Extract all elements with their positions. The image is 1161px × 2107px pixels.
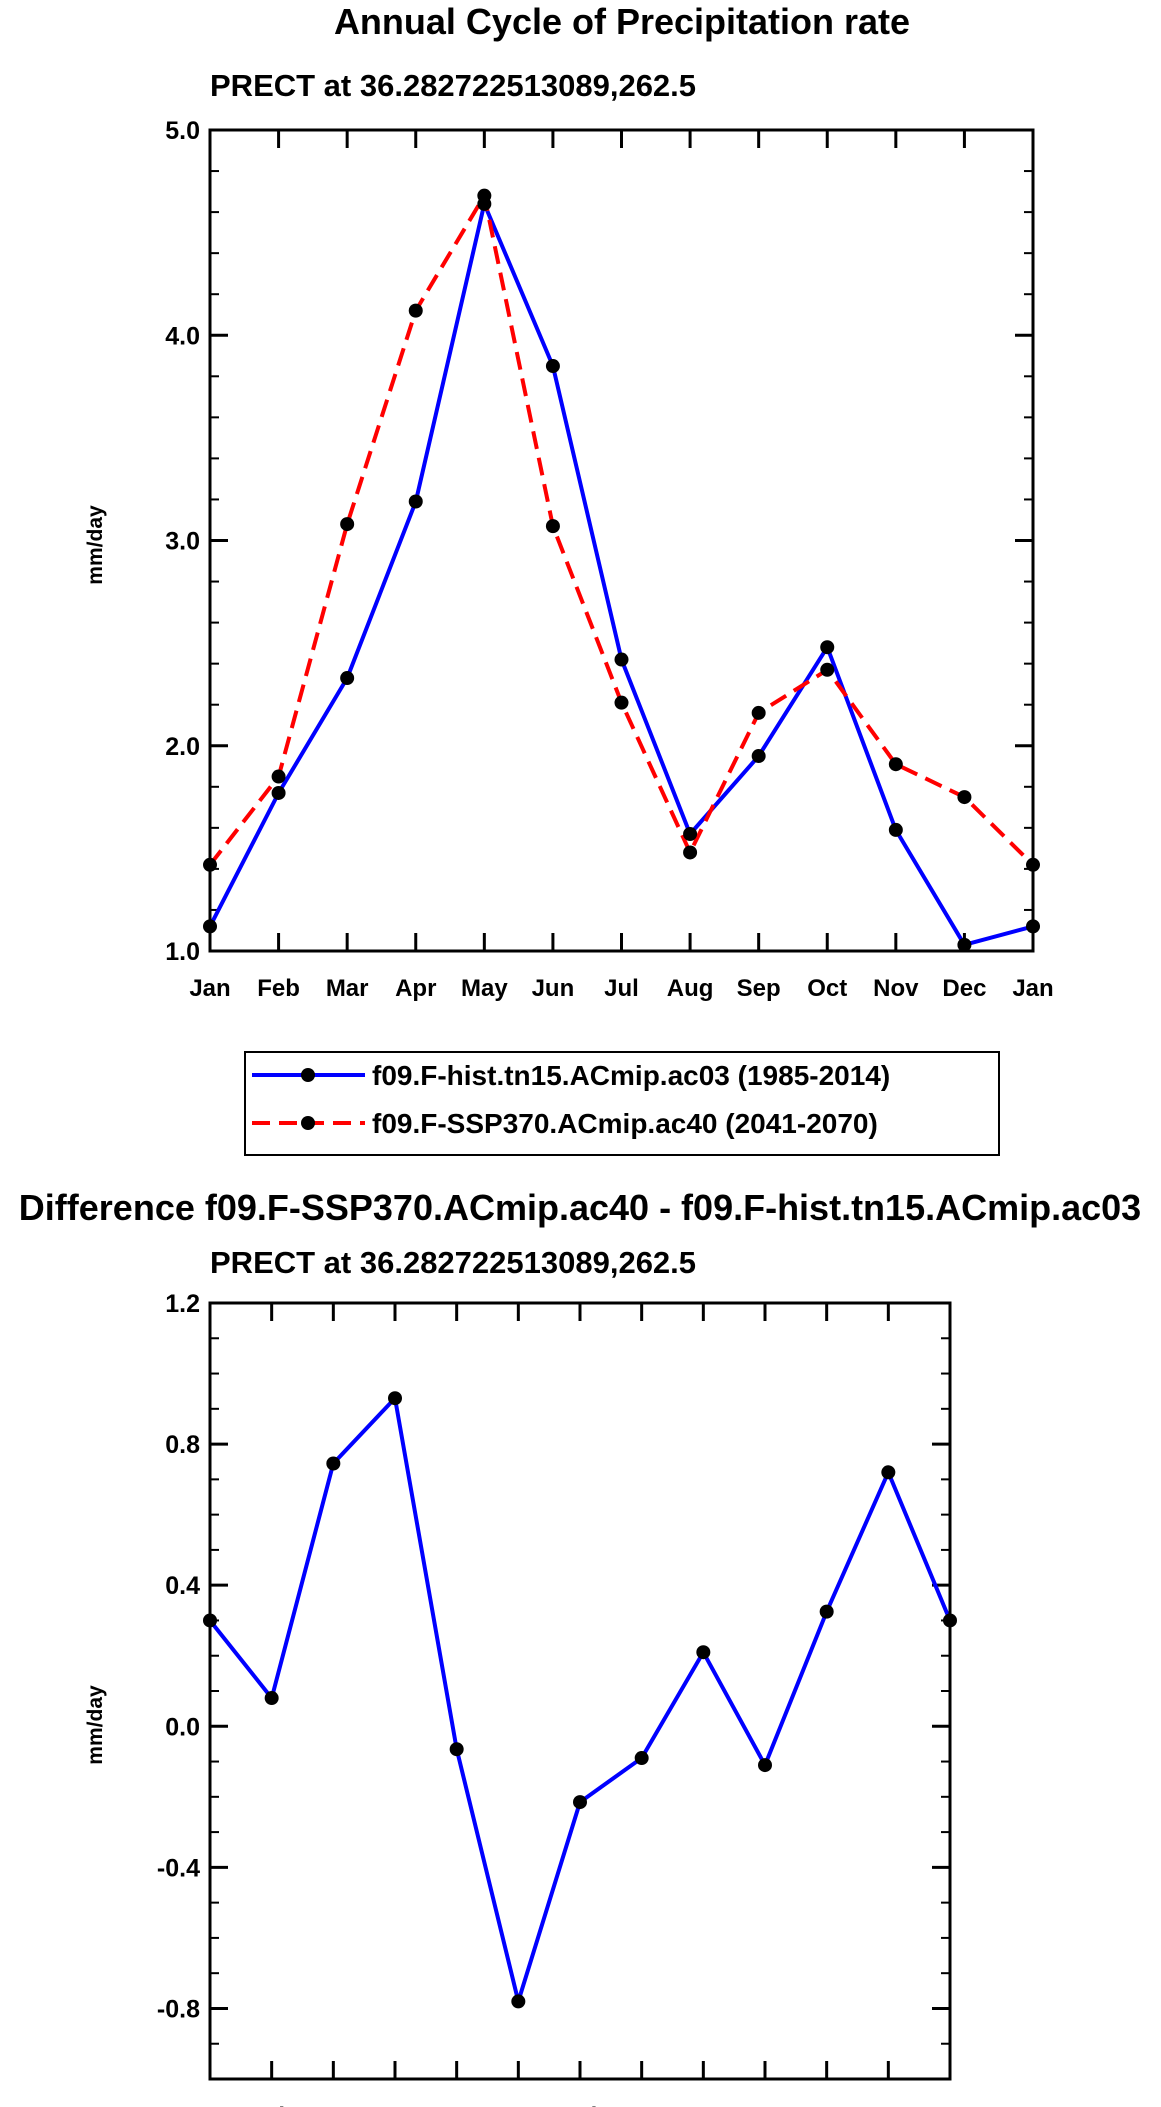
data-point-s0-10 (888, 822, 903, 837)
x-tick-label: Jul (604, 975, 639, 1002)
chart2-ylabel: mm/day (84, 1685, 107, 1765)
data-point-s1-11 (957, 790, 972, 805)
difference-chart: Difference f09.F-SSP370.ACmip.ac40 - f09… (19, 1187, 1141, 2107)
data-point-s0-1 (271, 785, 286, 800)
x-tick-label: Oct (745, 2103, 785, 2107)
data-point-s1-7 (683, 845, 698, 860)
data-point-s0-5 (511, 1994, 526, 2009)
y-tick-label: 0.0 (165, 1713, 200, 1741)
data-point-s1-3 (408, 303, 423, 318)
x-tick-label: Feb (250, 2103, 293, 2107)
legend-label-hist: f09.F-hist.tn15.ACmip.ac03 (1985-2014) (372, 1060, 890, 1091)
data-point-s0-7 (634, 1751, 649, 1766)
chart1-series (203, 188, 1040, 952)
data-point-s0-3 (408, 494, 423, 509)
chart2-subtitle: PRECT at 36.282722513089,262.5 (210, 1245, 696, 1280)
chart2-x-tick-labels: Jan Feb Mar Apr May Jun Jul Aug Sep Oct Nov Dec Jan (189, 2103, 970, 2107)
chart1-x-tick-labels: Jan Feb Mar Apr May Jun Jul Aug Sep Oct Nov Dec Jan (189, 975, 1053, 1002)
x-tick-label: Nov (804, 2103, 850, 2107)
data-point-s1-1 (271, 769, 286, 784)
y-tick-label: -0.4 (157, 1854, 200, 1882)
y-tick-label: 2.0 (165, 733, 200, 761)
chart2-series (203, 1391, 957, 2009)
data-point-s1-8 (751, 705, 766, 720)
annual-cycle-chart: Annual Cycle of Precipitation rate PRECT… (84, 1, 1054, 1156)
data-point-s1-4 (477, 188, 492, 203)
legend-marker-ssp370 (301, 1116, 315, 1130)
series-line-0 (208, 1396, 952, 2004)
legend-label-ssp370: f09.F-SSP370.ACmip.ac40 (2041-2070) (372, 1108, 878, 1139)
data-point-s0-10 (819, 1604, 834, 1619)
chart2-ticks (208, 1301, 952, 2080)
chart2-frame (208, 1301, 952, 2081)
x-tick-label: Jan (189, 975, 230, 1002)
x-tick-label: Dec (942, 975, 986, 1002)
x-tick-label: Nov (873, 975, 919, 1002)
data-point-s0-3 (388, 1391, 402, 1406)
x-tick-label: Oct (807, 975, 847, 1002)
data-point-s0-11 (957, 937, 972, 952)
data-point-s0-2 (326, 1456, 341, 1471)
data-point-s1-2 (340, 517, 355, 532)
data-point-s0-6 (573, 1795, 587, 1810)
y-tick-label: 1.2 (165, 1290, 200, 1318)
series-line-1 (208, 193, 1035, 867)
x-tick-label: Mar (312, 2103, 355, 2107)
chart1-ticks (208, 128, 1035, 953)
x-tick-label: Apr (395, 975, 436, 1002)
y-tick-label: 1.0 (165, 938, 200, 966)
chart1-subtitle: PRECT at 36.282722513089,262.5 (210, 68, 696, 103)
data-point-s1-5 (545, 519, 560, 534)
x-tick-label: Jan (1012, 975, 1053, 1002)
data-point-s0-9 (758, 1758, 772, 1773)
data-point-s0-5 (545, 359, 560, 374)
y-tick-label: 0.8 (165, 1431, 200, 1459)
data-point-s0-4 (449, 1742, 464, 1757)
data-point-s1-9 (820, 662, 835, 677)
legend-marker-hist (301, 1068, 315, 1082)
y-tick-label: 4.0 (165, 322, 200, 350)
x-tick-label: Jun (497, 2103, 540, 2107)
series-line-0 (208, 201, 1034, 947)
chart1-title: Annual Cycle of Precipitation rate (334, 1, 910, 42)
data-point-s1-6 (614, 695, 629, 710)
chart1-legend: f09.F-hist.tn15.ACmip.ac03 (1985-2014) f… (244, 1051, 1000, 1156)
data-point-s1-10 (888, 757, 903, 772)
x-tick-label: Sep (737, 975, 781, 1002)
y-tick-label: 0.4 (165, 1572, 200, 1600)
x-tick-label: Jun (532, 975, 575, 1002)
x-tick-label: Mar (326, 975, 369, 1002)
x-tick-label: May (461, 975, 508, 1002)
y-tick-label: -0.8 (157, 1995, 200, 2023)
x-tick-label: May (433, 2103, 480, 2107)
x-tick-label: Aug (618, 2103, 665, 2107)
data-point-s0-7 (683, 827, 698, 842)
x-tick-label: Aug (667, 975, 714, 1002)
x-tick-label: Apr (374, 2103, 415, 2107)
x-tick-label: Feb (257, 975, 300, 1002)
data-point-s0-6 (614, 652, 629, 667)
chart1-y-tick-labels: 1.0 2.0 3.0 4.0 5.0 (165, 117, 200, 966)
chart1-ylabel: mm/day (84, 505, 107, 585)
legend-box (244, 1051, 1000, 1156)
data-point-s0-8 (751, 749, 766, 764)
x-tick-label: Jan (189, 2103, 230, 2107)
chart1-frame (208, 128, 1035, 953)
x-tick-label: Sep (681, 2103, 725, 2107)
data-point-s0-11 (881, 1465, 896, 1480)
data-point-s0-8 (696, 1645, 711, 1660)
y-tick-label: 5.0 (165, 117, 200, 145)
data-point-s0-9 (820, 640, 835, 655)
x-tick-label: Jul (563, 2103, 598, 2107)
chart2-title: Difference f09.F-SSP370.ACmip.ac40 - f09… (19, 1187, 1141, 1228)
chart2-y-tick-labels: -0.8 -0.4 0.0 0.4 0.8 1.2 (157, 1290, 200, 2023)
legend-entry-ssp370: f09.F-SSP370.ACmip.ac40 (2041-2070) (252, 1108, 878, 1139)
legend-entry-hist: f09.F-hist.tn15.ACmip.ac03 (1985-2014) (252, 1060, 890, 1091)
data-point-s0-1 (264, 1691, 279, 1706)
data-point-s0-2 (340, 671, 355, 686)
x-tick-label: Jan (929, 2103, 970, 2107)
x-tick-label: Dec (866, 2103, 910, 2107)
y-tick-label: 3.0 (165, 528, 200, 556)
